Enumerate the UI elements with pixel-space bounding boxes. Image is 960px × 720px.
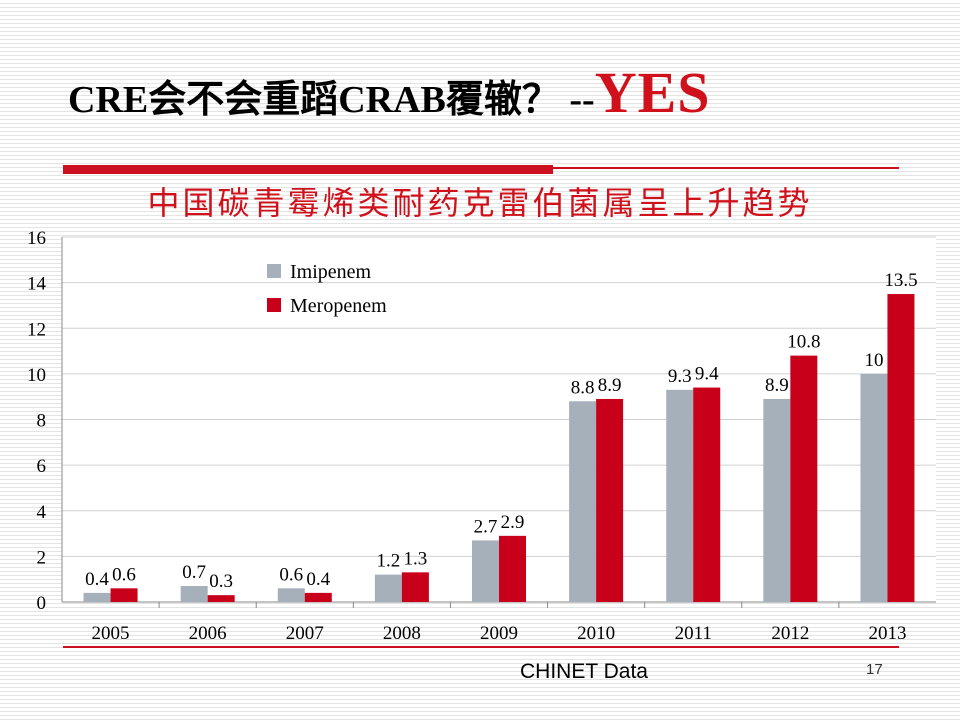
bar-meropenem <box>499 535 526 602</box>
bar-meropenem <box>401 572 429 602</box>
title-main-text: CRE会不会重蹈CRAB覆辙？ -- <box>68 79 595 121</box>
x-tick-label: 2010 <box>577 623 615 644</box>
data-label: 10 <box>864 350 883 371</box>
data-label: 9.3 <box>668 366 692 387</box>
data-label: 1.3 <box>404 548 428 569</box>
page-number: 17 <box>866 661 883 678</box>
y-tick-label: 16 <box>27 228 46 249</box>
bar-imipenem <box>569 401 597 602</box>
legend-swatch-meropenem <box>267 298 281 312</box>
data-label: 0.6 <box>279 564 303 585</box>
bar-meropenem <box>304 592 332 602</box>
y-tick-label: 8 <box>37 411 47 432</box>
bar-imipenem <box>180 586 208 602</box>
bar-imipenem <box>83 592 111 602</box>
y-tick-label: 4 <box>37 502 47 523</box>
bar-imipenem <box>472 540 499 602</box>
y-tick-label: 12 <box>27 319 46 340</box>
data-label: 13.5 <box>884 270 917 291</box>
bar-imipenem <box>860 373 888 602</box>
title-underline-thin <box>553 167 899 169</box>
bar-imipenem <box>374 574 402 602</box>
data-label: 0.4 <box>85 569 109 590</box>
x-tick-label: 2013 <box>868 623 906 644</box>
legend-label-meropenem: Meropenem <box>290 295 387 317</box>
data-label: 0.6 <box>112 564 136 585</box>
x-tick-label: 2012 <box>771 623 809 644</box>
slide-title: CRE会不会重蹈CRAB覆辙？ --YES <box>68 58 711 135</box>
data-label: 0.4 <box>306 569 330 590</box>
data-label: 8.8 <box>571 377 595 398</box>
title-underline-thick <box>63 165 553 174</box>
data-label: 0.3 <box>209 571 233 592</box>
data-label: 8.9 <box>765 375 789 396</box>
bar-imipenem <box>763 398 791 602</box>
chart-subtitle: 中国碳青霉烯类耐药克雷伯菌属呈上升趋势 <box>147 184 813 222</box>
bar-meropenem <box>887 294 915 602</box>
bar-meropenem <box>596 398 624 602</box>
data-label: 9.4 <box>695 364 719 385</box>
bar-meropenem <box>207 595 235 602</box>
bar-meropenem <box>110 588 138 602</box>
data-label: 0.7 <box>182 562 206 583</box>
y-tick-label: 10 <box>27 365 46 386</box>
bar-meropenem <box>693 387 721 602</box>
x-tick-label: 2007 <box>286 623 324 644</box>
y-tick-label: 14 <box>27 274 47 295</box>
x-tick-label: 2008 <box>383 623 421 644</box>
x-tick-label: 2009 <box>480 623 518 644</box>
data-label: 1.2 <box>377 551 401 572</box>
y-tick-label: 6 <box>37 456 47 477</box>
data-label: 8.9 <box>598 375 622 396</box>
title-yes-text: YES <box>594 60 711 125</box>
data-label: 2.7 <box>474 516 498 537</box>
x-tick-label: 2011 <box>675 623 712 644</box>
legend-swatch-imipenem <box>267 264 281 278</box>
bottom-rule <box>63 646 899 648</box>
y-tick-label: 2 <box>37 547 47 568</box>
x-tick-label: 2006 <box>189 623 227 644</box>
x-tick-label: 2005 <box>92 623 130 644</box>
data-label: 2.9 <box>501 512 525 533</box>
bar-meropenem <box>790 355 818 602</box>
bar-imipenem <box>277 588 305 602</box>
data-label: 10.8 <box>787 332 820 353</box>
bar-imipenem <box>666 389 694 602</box>
legend-label-imipenem: Imipenem <box>290 261 372 283</box>
y-tick-label: 0 <box>37 593 47 614</box>
source-label: CHINET Data <box>520 660 648 683</box>
